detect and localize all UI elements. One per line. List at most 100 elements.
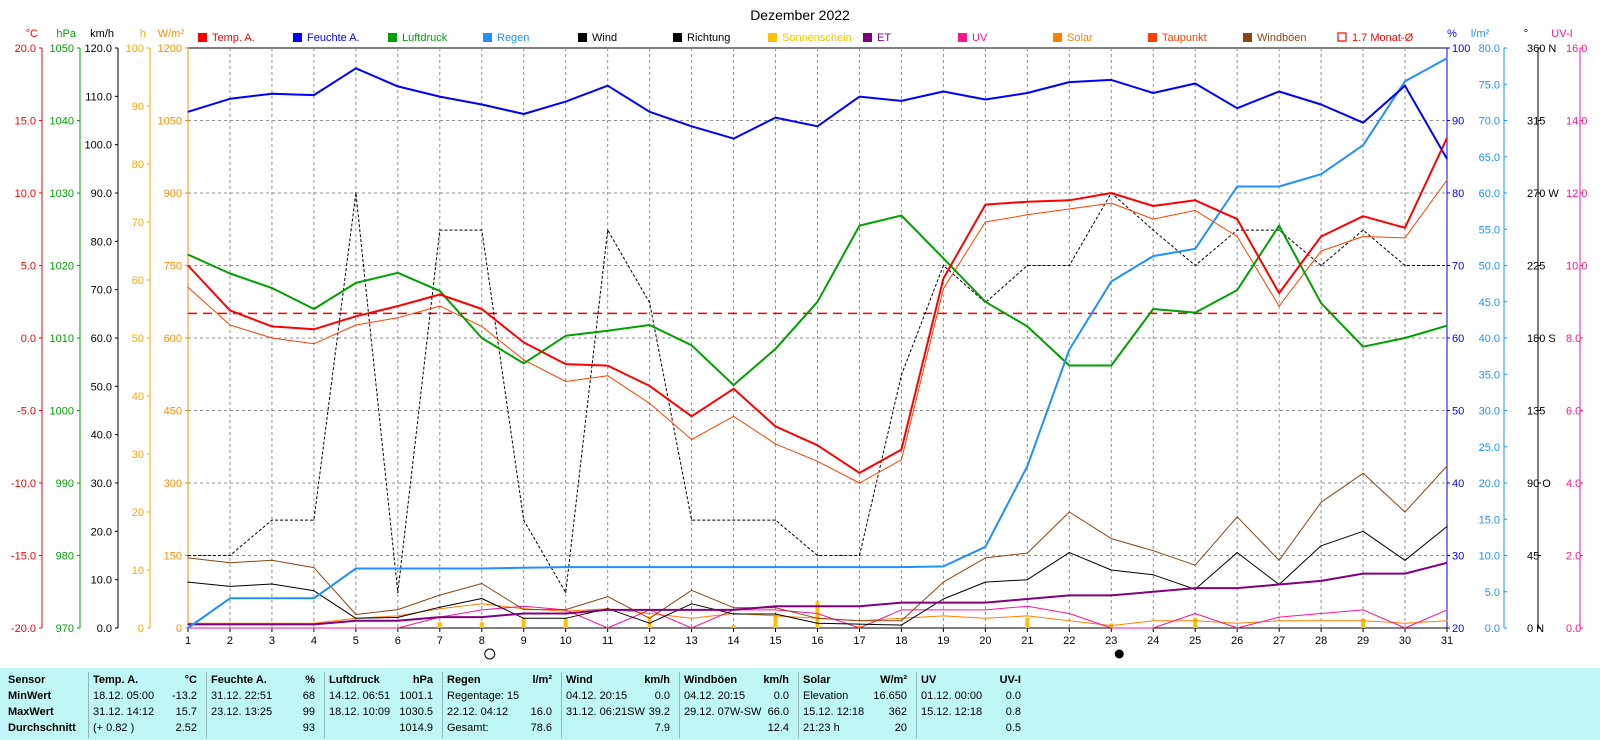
data-point: [355, 324, 357, 326]
x-tick-label: 21: [1021, 635, 1033, 647]
data-point: [397, 591, 399, 594]
data-point: [1362, 346, 1364, 348]
left-axis-tick-label: 20: [132, 507, 144, 519]
stats-cell-value: 1030.5: [399, 706, 433, 718]
right-axis-tick-label: 10.0: [1566, 261, 1587, 273]
stats-cell-value: 0.8: [1005, 706, 1021, 718]
data-point: [313, 623, 315, 625]
stats-column: Feuchte A.% 31.12. 22:51 68 23.12. 13:25 99 9…: [206, 672, 321, 738]
left-axis-tick-label: -5.0: [17, 406, 36, 418]
stats-header: Temp. A.: [93, 674, 139, 686]
data-point: [900, 566, 903, 568]
data-point: [732, 138, 735, 140]
sunshine-bar: [521, 617, 526, 628]
data-point: [1446, 620, 1448, 622]
data-point: [858, 482, 861, 484]
data-point: [523, 612, 525, 615]
left-axis-tick-label: 150: [164, 551, 182, 563]
legend-label: Luftdruck: [402, 32, 448, 44]
x-tick-label: 10: [560, 635, 572, 647]
data-point: [1068, 81, 1070, 83]
data-point: [481, 609, 483, 611]
data-point: [397, 305, 399, 307]
data-point: [565, 335, 567, 337]
data-point: [1362, 530, 1364, 532]
data-point: [691, 609, 693, 611]
legend-label: Wind: [592, 32, 617, 44]
weather-chart: Dezember 2022 Temp. A. Feuchte A. Luftdruc…: [11, 7, 1587, 660]
data-point: [942, 609, 945, 611]
data-point: [565, 380, 567, 383]
left-axis-tick-label: 450: [164, 406, 182, 418]
data-point: [187, 264, 189, 267]
data-point: [1236, 516, 1238, 518]
sunshine-bar: [437, 622, 442, 628]
data-point: [774, 519, 777, 521]
data-point: [691, 415, 693, 417]
data-point: [229, 272, 231, 275]
data-point: [1278, 90, 1280, 93]
data-point: [1194, 587, 1196, 589]
left-axis-tick-label: 900: [164, 188, 182, 200]
data-point: [1404, 80, 1406, 82]
data-point: [1362, 573, 1364, 575]
data-point: [649, 385, 651, 387]
left-axis-tick-label: 40: [132, 391, 144, 403]
stats-cell-info: 01.12. 00:00: [921, 690, 983, 702]
data-point: [523, 567, 525, 569]
left-axis-tick-label: 10.0: [15, 188, 36, 200]
legend-swatch: [578, 33, 587, 42]
data-point: [1236, 289, 1238, 291]
data-point: [691, 603, 693, 605]
left-axis-tick-label: 750: [164, 261, 182, 273]
right-axis-unit: l/m²: [1471, 28, 1490, 40]
stats-unit: km/h: [763, 674, 789, 686]
legend-label: Sonnenschein: [782, 32, 852, 44]
right-axis-tick-label: 16.0: [1566, 43, 1587, 55]
left-axis-tick-label: -15.0: [11, 551, 36, 563]
left-axis-tick-label: 10: [132, 565, 144, 577]
data-point: [732, 613, 735, 615]
data-point: [1194, 199, 1196, 201]
data-point: [355, 617, 357, 619]
stats-cell-value: -13.2: [171, 690, 197, 702]
left-axis-tick-label: 990: [56, 478, 74, 490]
data-point: [439, 616, 441, 618]
data-point: [523, 359, 525, 361]
data-point: [607, 627, 609, 629]
data-point: [481, 616, 483, 618]
legend-swatch: [483, 33, 492, 42]
data-point: [1026, 605, 1028, 607]
data-point: [1152, 620, 1154, 622]
data-point: [271, 325, 273, 327]
stats-cell-info: (+ 0.82 ): [93, 722, 135, 734]
data-point: [774, 566, 777, 568]
data-point: [481, 308, 483, 310]
data-point: [732, 384, 735, 386]
right-axis-tick-label: 270 W: [1527, 188, 1559, 200]
data-point: [858, 472, 861, 474]
data-point: [1320, 501, 1322, 503]
data-point: [858, 566, 861, 568]
stats-cell-info: 14.12. 06:51: [329, 690, 391, 702]
data-point: [271, 337, 273, 339]
stats-row-label: Durchschnitt: [8, 722, 76, 734]
data-point: [313, 566, 315, 569]
legend-swatch: [1148, 33, 1157, 42]
data-point: [649, 111, 651, 113]
left-axis-tick-label: 70: [132, 217, 144, 229]
data-point: [439, 567, 441, 570]
data-point: [691, 438, 693, 441]
data-point: [1278, 559, 1280, 561]
legend-label: Richtung: [687, 32, 730, 44]
data-point: [523, 113, 525, 115]
data-point: [397, 85, 399, 88]
data-point: [229, 562, 231, 564]
data-point: [187, 254, 189, 256]
data-point: [607, 375, 609, 377]
data-point: [229, 597, 231, 599]
data-point: [523, 617, 525, 619]
data-point: [1068, 364, 1070, 367]
data-point: [1194, 620, 1196, 622]
data-point: [229, 98, 231, 100]
